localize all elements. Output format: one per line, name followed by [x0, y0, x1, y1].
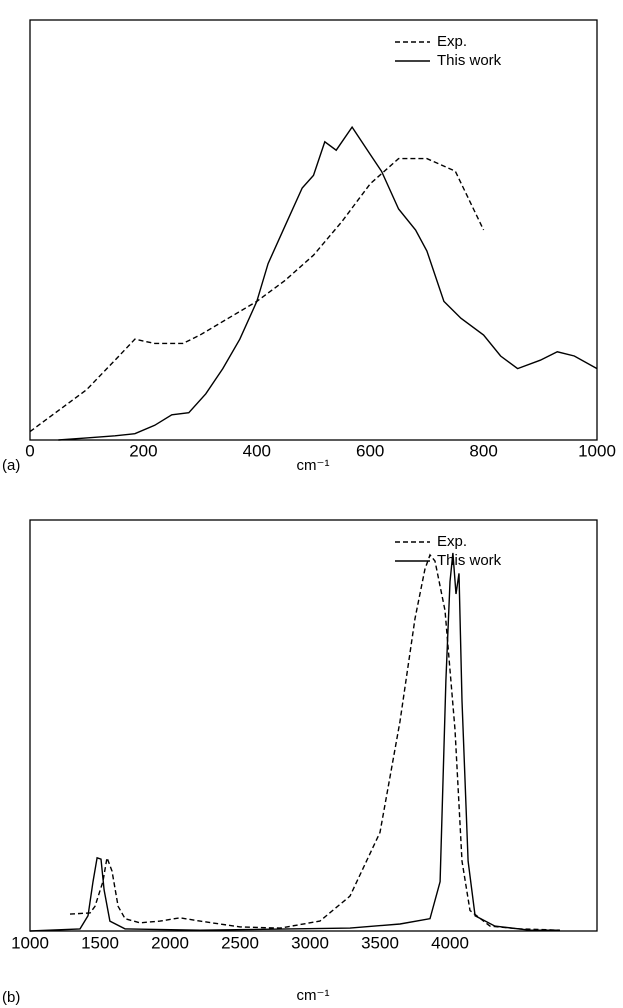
- x-tick-label: 2000: [151, 933, 189, 952]
- x-tick-label: 0: [25, 441, 34, 460]
- x-tick-label: 1000: [11, 933, 49, 952]
- panel-label: (b): [2, 989, 20, 1006]
- panel-label: (a): [2, 457, 20, 474]
- legend-label: This work: [437, 52, 502, 69]
- x-tick-label: 200: [129, 441, 157, 460]
- x-tick-label: 3500: [361, 933, 399, 952]
- x-tick-label: 800: [469, 441, 497, 460]
- legend-label: This work: [437, 552, 502, 569]
- x-tick-label: 1000: [578, 441, 616, 460]
- plot-frame: [29, 519, 598, 932]
- x-tick-label: 600: [356, 441, 384, 460]
- legend-label: Exp.: [437, 33, 467, 50]
- data-line: [69, 553, 561, 931]
- data-line: [58, 125, 598, 441]
- data-line: [29, 157, 485, 433]
- x-tick-label: 2500: [221, 933, 259, 952]
- data-line: [29, 552, 560, 932]
- x-tick-label: 4000: [431, 933, 469, 952]
- x-tick-label: 400: [243, 441, 271, 460]
- legend-label: Exp.: [437, 533, 467, 550]
- x-axis-label: cm⁻¹: [297, 987, 330, 1004]
- x-tick-label: 3000: [291, 933, 329, 952]
- x-tick-label: 1500: [81, 933, 119, 952]
- plot-frame: [29, 19, 598, 441]
- x-axis-label: cm⁻¹: [297, 457, 330, 474]
